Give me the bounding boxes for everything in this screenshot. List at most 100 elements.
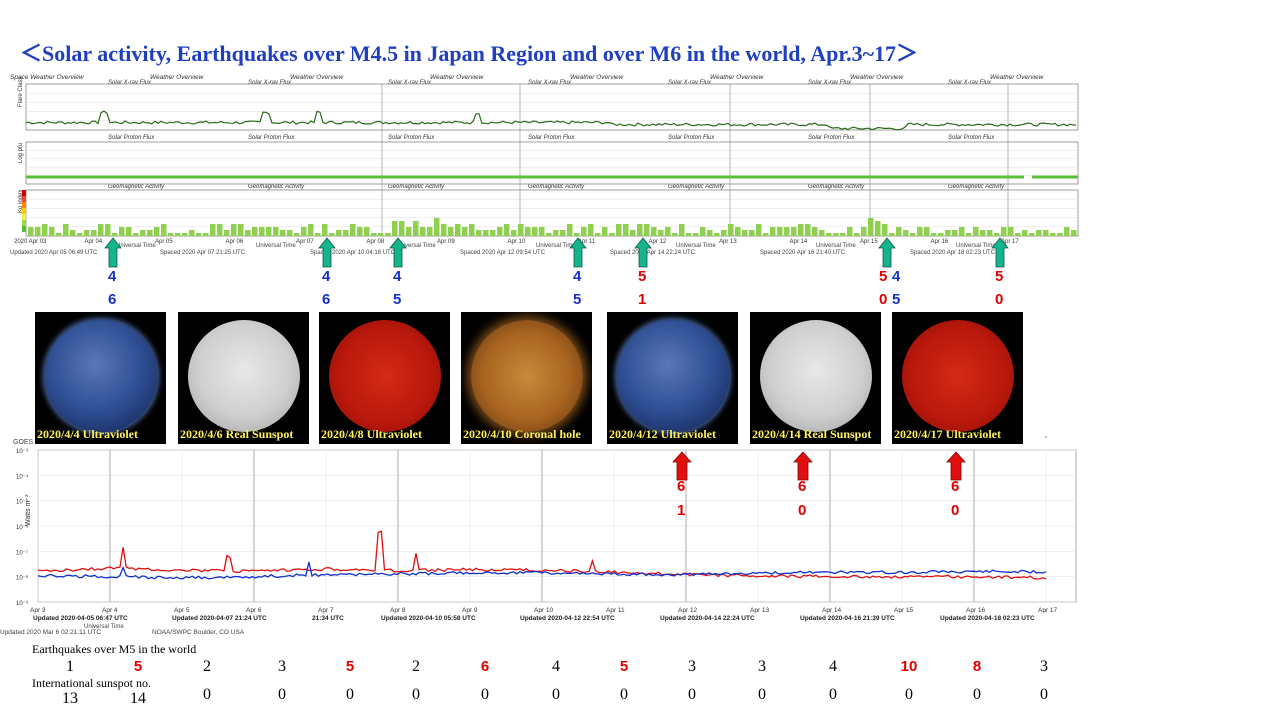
xray-y-tick: 10⁻⁷ [16, 549, 28, 556]
kp-bar [700, 227, 706, 236]
kp-bar [322, 224, 328, 236]
kp-bar [112, 233, 118, 236]
kp-bar [70, 230, 76, 236]
sun-image: 2020/4/17 Ultraviolet [892, 312, 1023, 444]
kp-bar [588, 224, 594, 236]
proton-flux-label: Solar Proton Flux [948, 135, 995, 141]
kp-bar [189, 230, 195, 236]
kp-bar [294, 233, 300, 236]
geomagnetic-label: Geomagnetic Activity [108, 184, 165, 190]
kp-bar [217, 224, 223, 236]
japan-quake-mag-bottom: 0 [995, 291, 1004, 308]
xray-y-label: Watts m⁻² [25, 494, 32, 526]
kp-bar [616, 224, 622, 236]
sun-disc [617, 320, 729, 432]
world-quake-count: 3 [758, 658, 766, 675]
xray-updated-label: Updated 2020-04-16 21:39 UTC [800, 615, 895, 622]
kp-bar [392, 221, 398, 236]
world-quakes-row-label: Earthquakes over M5 in the world [32, 642, 197, 656]
kp-bar [798, 224, 804, 236]
sunspot-number: 0 [758, 686, 766, 703]
overview-updated-label: Spaced 2020 Apr 07 21:25 UTC [160, 250, 246, 256]
overview-date-tick: Apr 06 [226, 239, 244, 245]
kp-bar [196, 233, 202, 236]
kp-bar [119, 227, 125, 236]
overview-date-tick: Apr 13 [719, 239, 737, 245]
xray-x-tick: Apr 6 [246, 607, 262, 614]
kp-bar [49, 227, 55, 236]
overview-date-tick: Apr 04 [85, 239, 103, 245]
kp-bar [476, 230, 482, 236]
overview-updated-label: Spaced 2020 Apr 18 02:23 UTC [910, 250, 996, 256]
kp-bar [903, 230, 909, 236]
xray-flux-label: Solar X-ray Flux [808, 80, 852, 86]
japan-quake-mag-top: 4 [573, 268, 582, 285]
kp-bar [511, 230, 517, 236]
space-weather-overview-panel: Space Weather Overview Solar X-ray Flux So… [8, 72, 1145, 258]
kp-bar [637, 224, 643, 236]
kp-bar [868, 218, 874, 236]
japan-quake-mag-bottom: 6 [108, 291, 117, 308]
geomagnetic-label: Geomagnetic Activity [808, 184, 865, 190]
overview-axis-label: Kp index [18, 190, 24, 213]
sun-disc [902, 320, 1014, 432]
kp-bar [924, 227, 930, 236]
coronal-sun-disc [471, 320, 583, 432]
overview-header-label: Space Weather Overview [10, 74, 85, 81]
proton-flux-label: Solar Proton Flux [528, 135, 575, 141]
overview-header-label: Weather Overview [710, 74, 765, 81]
world-quake-mag-bottom: 1 [677, 502, 686, 519]
kp-bar [672, 233, 678, 236]
sun-image-caption: 2020/4/8 Ultraviolet [321, 427, 422, 441]
kp-bar [728, 224, 734, 236]
japan-quake-mag-bottom: 1 [638, 291, 647, 308]
xray-bottom-left-label: Updated 2020 Mar 6 02:21:11 UTC [0, 629, 101, 636]
xray-x-tick: Apr 8 [390, 607, 406, 614]
overview-date-tick: Apr 17 [1001, 239, 1019, 245]
sun-image-caption: 2020/4/14 Real Sunspot [752, 427, 872, 441]
kp-bar [518, 224, 524, 236]
kp-bar [742, 230, 748, 236]
world-quake-count: 2 [412, 658, 420, 675]
sunspot-number: 0 [552, 686, 560, 703]
kp-bar [84, 230, 90, 236]
kp-bar [952, 230, 958, 236]
xray-y-tick: 10⁻⁸ [16, 575, 29, 582]
kp-bar [693, 233, 699, 236]
kp-bar [301, 227, 307, 236]
kp-bar [973, 227, 979, 236]
up-arrow-icon [672, 451, 692, 481]
geomagnetic-label: Geomagnetic Activity [528, 184, 585, 190]
world-quake-count: 4 [552, 658, 560, 675]
proton-flux-label: Solar Proton Flux [808, 135, 855, 141]
xray-x-tick: Apr 3 [30, 607, 46, 614]
kp-color-key [22, 202, 26, 208]
sun-image-caption: 2020/4/10 Coronal hole [463, 427, 581, 441]
kp-bar [147, 230, 153, 236]
world-quake-count: 3 [688, 658, 696, 675]
kp-bar [280, 230, 286, 236]
kp-bar [406, 227, 412, 236]
kp-color-key [22, 214, 26, 220]
kp-bar [42, 224, 48, 236]
sun-image-caption: 2020/4/4 Ultraviolet [37, 427, 138, 441]
kp-bar [259, 227, 265, 236]
kp-bar [826, 233, 832, 236]
kp-bar [567, 224, 573, 236]
world-quake-mag-bottom: 0 [951, 502, 960, 519]
kp-bar [273, 227, 279, 236]
kp-color-key [22, 190, 26, 196]
universal-time-label: Universal Time [84, 624, 124, 630]
kp-bar [623, 224, 629, 236]
kp-bar [721, 230, 727, 236]
japan-quake-mag-top: 5 [879, 268, 888, 285]
up-arrow-icon [991, 237, 1009, 268]
overview-updated-label: Spaced 2020 Apr 10 04:16 UTC [310, 250, 396, 256]
overview-date-tick: Apr 08 [367, 239, 385, 245]
xray-updated-label: Updated 2020-04-10 05:58 UTC [381, 615, 476, 622]
kp-bar [658, 230, 664, 236]
sun-image-caption: 2020/4/12 Ultraviolet [609, 427, 716, 441]
xray-y-tick: 10⁻⁴ [16, 473, 29, 480]
kp-bar [812, 227, 818, 236]
kp-bar [609, 233, 615, 236]
